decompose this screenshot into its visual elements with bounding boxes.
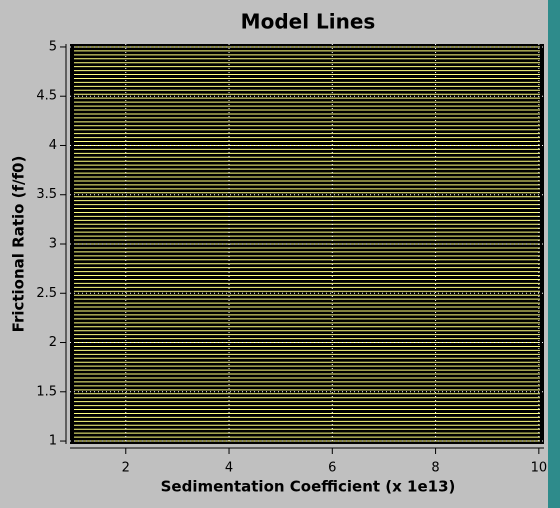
y-tick-label: 3.5: [36, 187, 57, 202]
y-tick-label: 4: [49, 138, 57, 153]
x-tick-label: 8: [431, 461, 439, 476]
chart-title: Model Lines: [241, 10, 376, 34]
x-tick-label: 2: [122, 461, 130, 476]
y-tick-label: 3: [49, 237, 57, 252]
window-edge: [548, 0, 560, 508]
x-tick-label: 4: [225, 461, 233, 476]
y-tick-label: 2: [49, 335, 57, 350]
y-tick-label: 4.5: [36, 89, 57, 104]
x-tick-label: 10: [531, 461, 548, 476]
y-tick-label: 5: [49, 39, 57, 54]
x-axis-label: Sedimentation Coefficient (x 1e13): [161, 478, 456, 496]
y-tick-label: 1.5: [36, 384, 57, 399]
y-tick-label: 2.5: [36, 286, 57, 301]
y-axis-label: Frictional Ratio (f/f0): [10, 156, 28, 333]
y-tick-label: 1: [49, 434, 57, 449]
x-tick-label: 6: [328, 461, 336, 476]
